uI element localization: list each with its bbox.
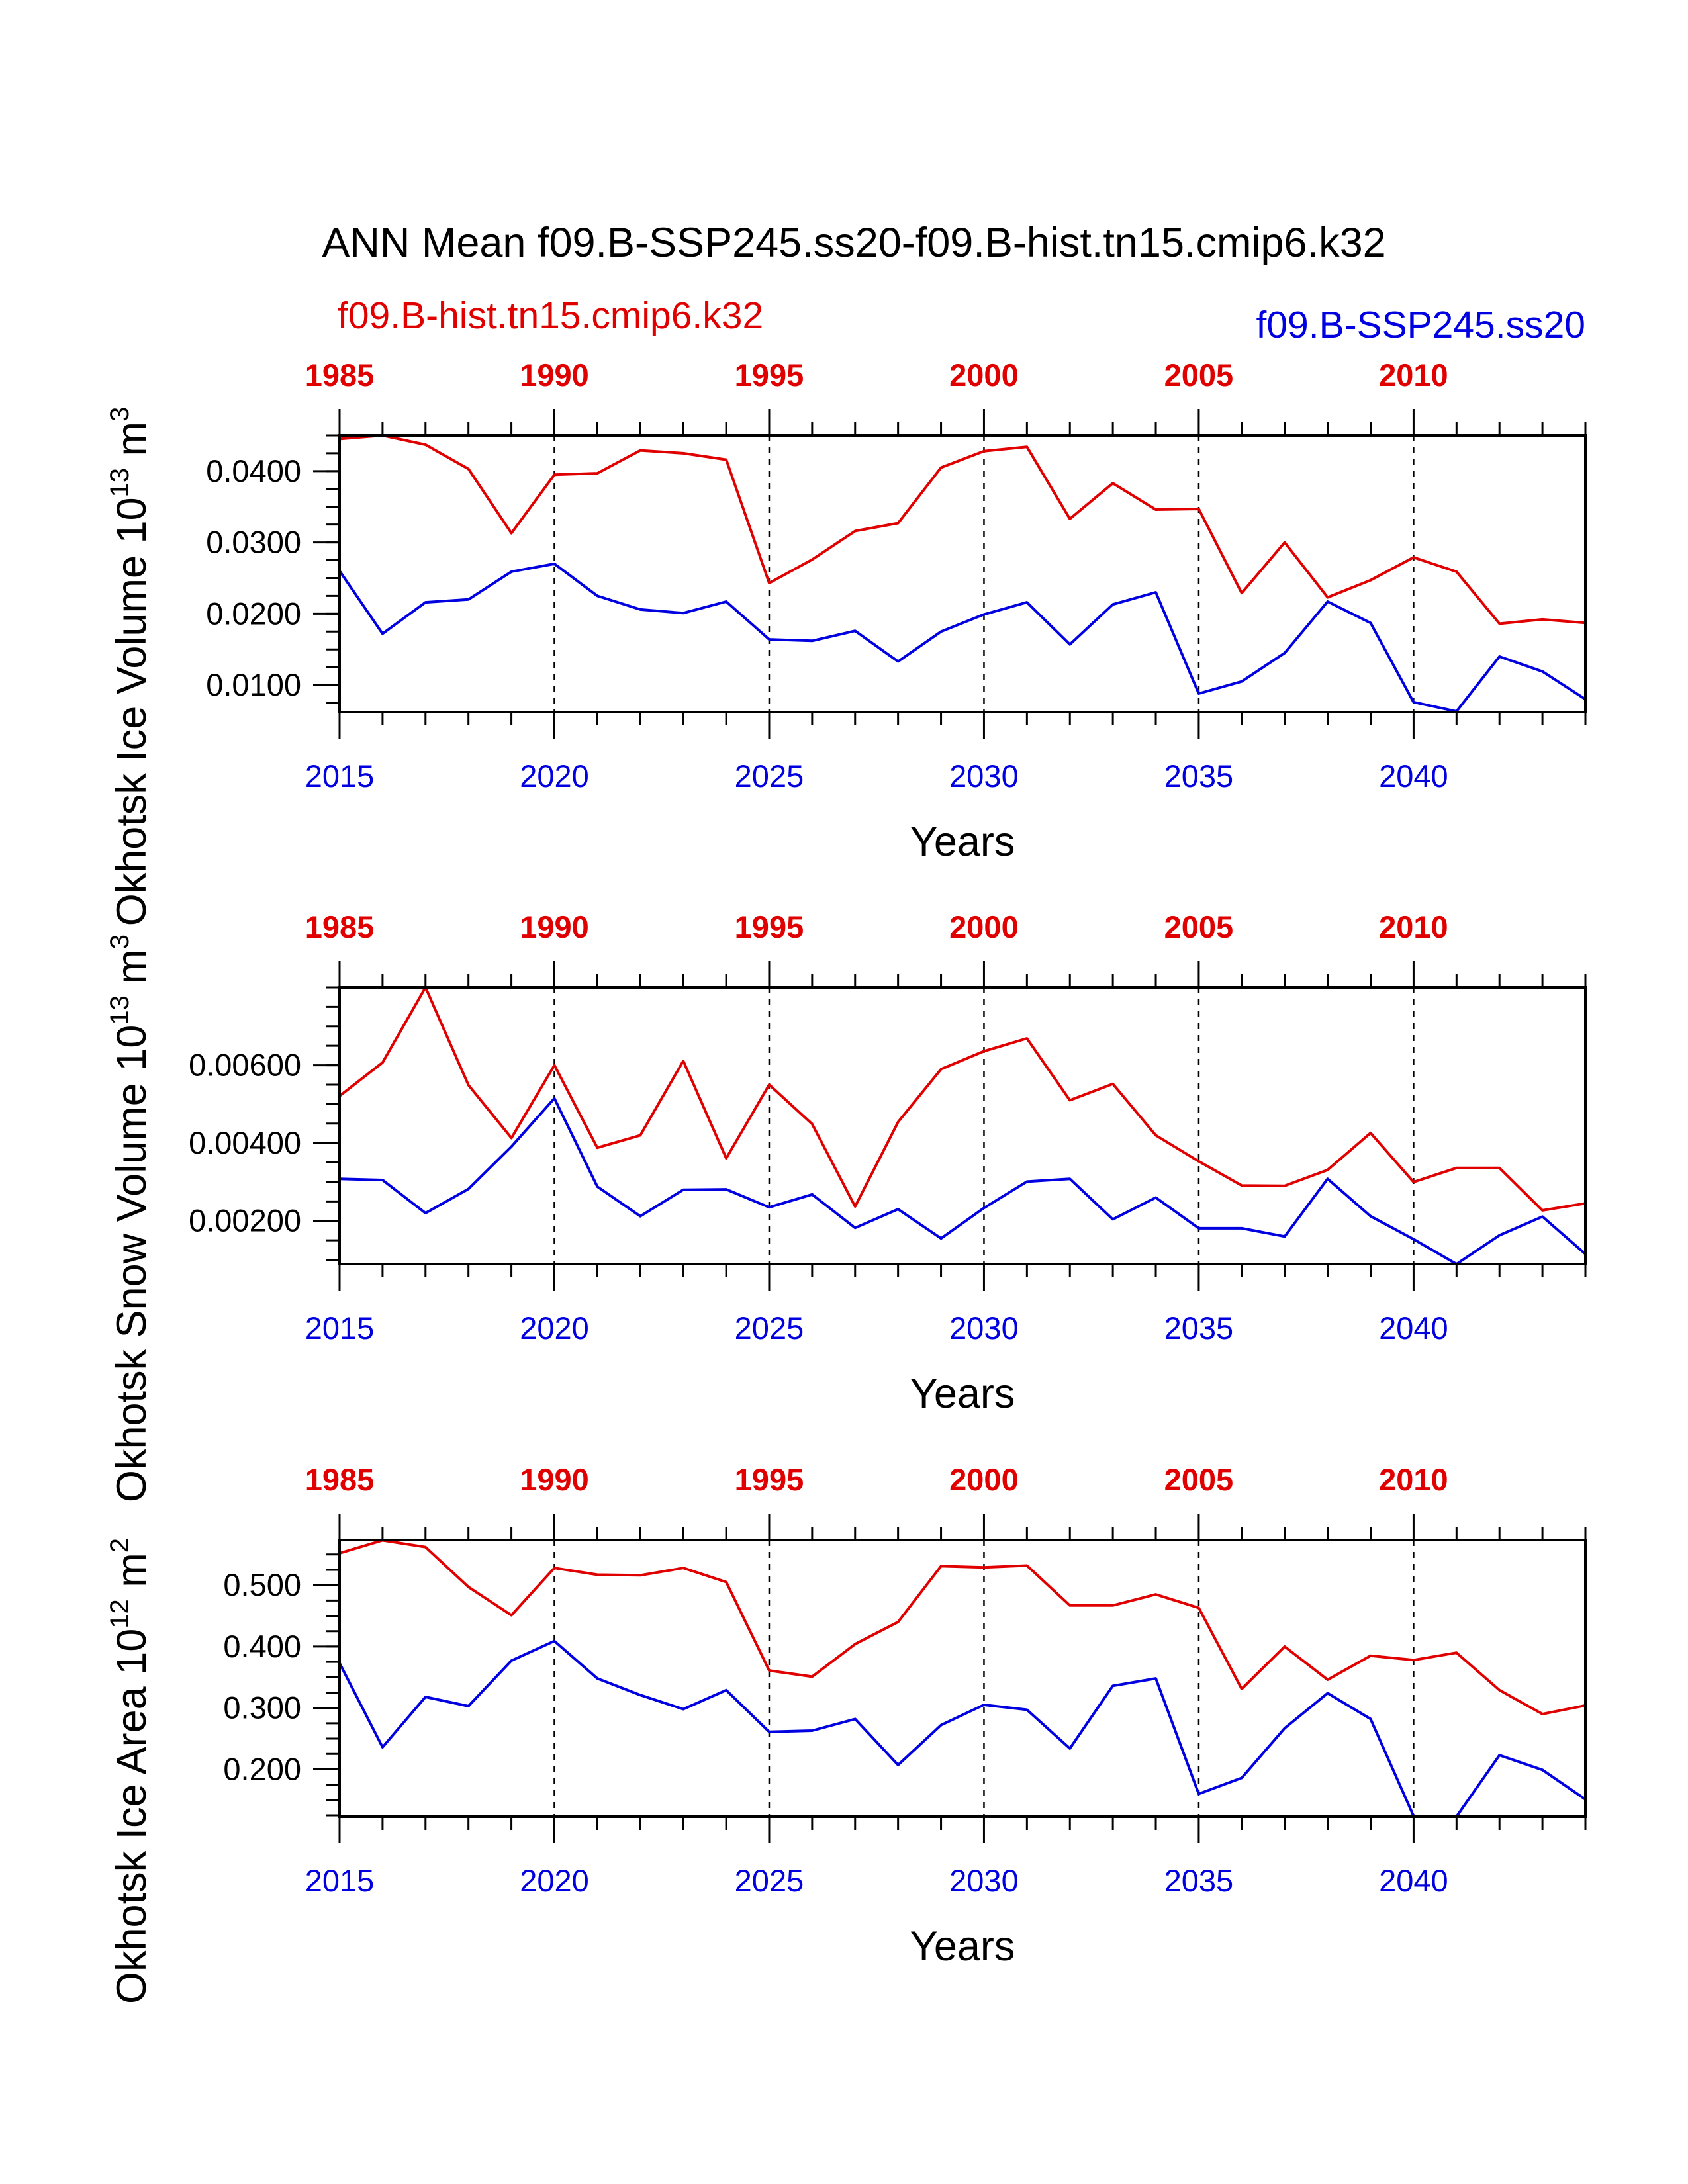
x-tick-label-top: 2000 [949, 1462, 1019, 1497]
chart-title: ANN Mean f09.B-SSP245.ss20-f09.B-hist.tn… [322, 220, 1385, 266]
y-tick-label: 0.0400 [206, 453, 301, 488]
panel-1: 2015 2020 2025 2030 2035 2040 1985 1990 1995 2000… [105, 357, 1587, 927]
x-tick-label-bottom: 2015 [305, 1310, 375, 1345]
x-tick-label-top: 2010 [1379, 909, 1448, 944]
x-tick-label-top: 2005 [1164, 909, 1234, 944]
x-tick-label-bottom: 2035 [1164, 758, 1234, 794]
plot-frame [338, 1539, 1587, 1818]
x-tick-label-bottom: 2030 [949, 1863, 1019, 1898]
x-tick-label-top: 2010 [1379, 1462, 1448, 1497]
x-tick-label-bottom: 2035 [1164, 1863, 1234, 1898]
y-axis-title: Okhotsk Snow Volume 1013 m3 [105, 934, 155, 1502]
x-tick-label-top: 1995 [735, 357, 804, 392]
x-tick-label-bottom: 2015 [305, 1863, 375, 1898]
y-tick-label: 0.00400 [189, 1125, 301, 1160]
y-axis-title: Okhotsk Ice Area 1012 m2 [105, 1538, 155, 2004]
x-tick-label-bottom: 2025 [735, 1863, 804, 1898]
x-tick-label-bottom: 2020 [520, 1863, 589, 1898]
x-tick-label-bottom: 2030 [949, 1310, 1019, 1345]
plot-frame [338, 986, 1587, 1265]
ssp-series-line [338, 562, 1587, 713]
x-tick-label-bottom: 2015 [305, 758, 375, 794]
panel-2: 2015 2020 2025 2030 2035 2040 1985 1990 1995 2000… [105, 909, 1587, 1502]
x-tick-label-top: 2000 [949, 909, 1019, 944]
x-tick-label-bottom: 2020 [520, 1310, 589, 1345]
x-axis-title: Years [910, 1923, 1015, 1970]
legend-ssp-label: f09.B-SSP245.ss20 [1256, 304, 1585, 346]
x-tick-label-top: 2010 [1379, 357, 1448, 392]
panel-3: 2015 2020 2025 2030 2035 2040 1985 1990 1995 2000… [105, 1462, 1587, 2004]
x-tick-label-top: 1985 [305, 1462, 375, 1497]
hist-series-line [338, 986, 1586, 1212]
x-tick-label-bottom: 2040 [1379, 1310, 1448, 1345]
x-tick-label-top: 2000 [949, 357, 1019, 392]
x-tick-label-top: 1985 [305, 909, 375, 944]
x-tick-label-bottom: 2035 [1164, 1310, 1234, 1345]
x-tick-label-top: 1995 [735, 909, 804, 944]
hist-series-line [339, 434, 1586, 625]
y-tick-label: 0.300 [223, 1690, 301, 1725]
x-tick-label-bottom: 2025 [735, 758, 804, 794]
ssp-series-line [339, 1097, 1587, 1265]
legend-hist-label: f09.B-hist.tn15.cmip6.k32 [338, 295, 763, 337]
y-tick-label: 0.400 [223, 1629, 301, 1664]
y-tick-label: 0.200 [223, 1751, 301, 1786]
y-axis-title: Okhotsk Ice Volume 1013 m3 [105, 407, 155, 927]
x-tick-label-top: 1990 [520, 1462, 589, 1497]
hist-series-line [339, 1539, 1586, 1715]
y-tick-label: 0.00600 [189, 1048, 301, 1083]
y-tick-label: 0.00200 [189, 1203, 301, 1238]
x-tick-label-bottom: 2020 [520, 758, 589, 794]
x-tick-label-top: 1990 [520, 357, 589, 392]
panels: 2015 2020 2025 2030 2035 2040 1985 1990 1995 2000… [105, 357, 1587, 2004]
x-tick-label-top: 2005 [1164, 1462, 1234, 1497]
y-tick-label: 0.500 [223, 1567, 301, 1602]
y-tick-label: 0.0300 [206, 525, 301, 560]
x-tick-label-bottom: 2030 [949, 758, 1019, 794]
x-tick-label-top: 1995 [735, 1462, 804, 1497]
y-tick-label: 0.0100 [206, 667, 301, 702]
x-axis-title: Years [910, 819, 1015, 865]
x-axis-title: Years [910, 1371, 1015, 1417]
plot-frame [338, 434, 1587, 713]
x-tick-label-top: 1985 [305, 357, 375, 392]
y-tick-label: 0.0200 [206, 596, 301, 631]
ssp-series-line [338, 1639, 1587, 1818]
x-tick-label-bottom: 2040 [1379, 758, 1448, 794]
x-tick-label-bottom: 2040 [1379, 1863, 1448, 1898]
x-tick-label-top: 1990 [520, 909, 589, 944]
x-tick-label-bottom: 2025 [735, 1310, 804, 1345]
x-tick-label-top: 2005 [1164, 357, 1234, 392]
